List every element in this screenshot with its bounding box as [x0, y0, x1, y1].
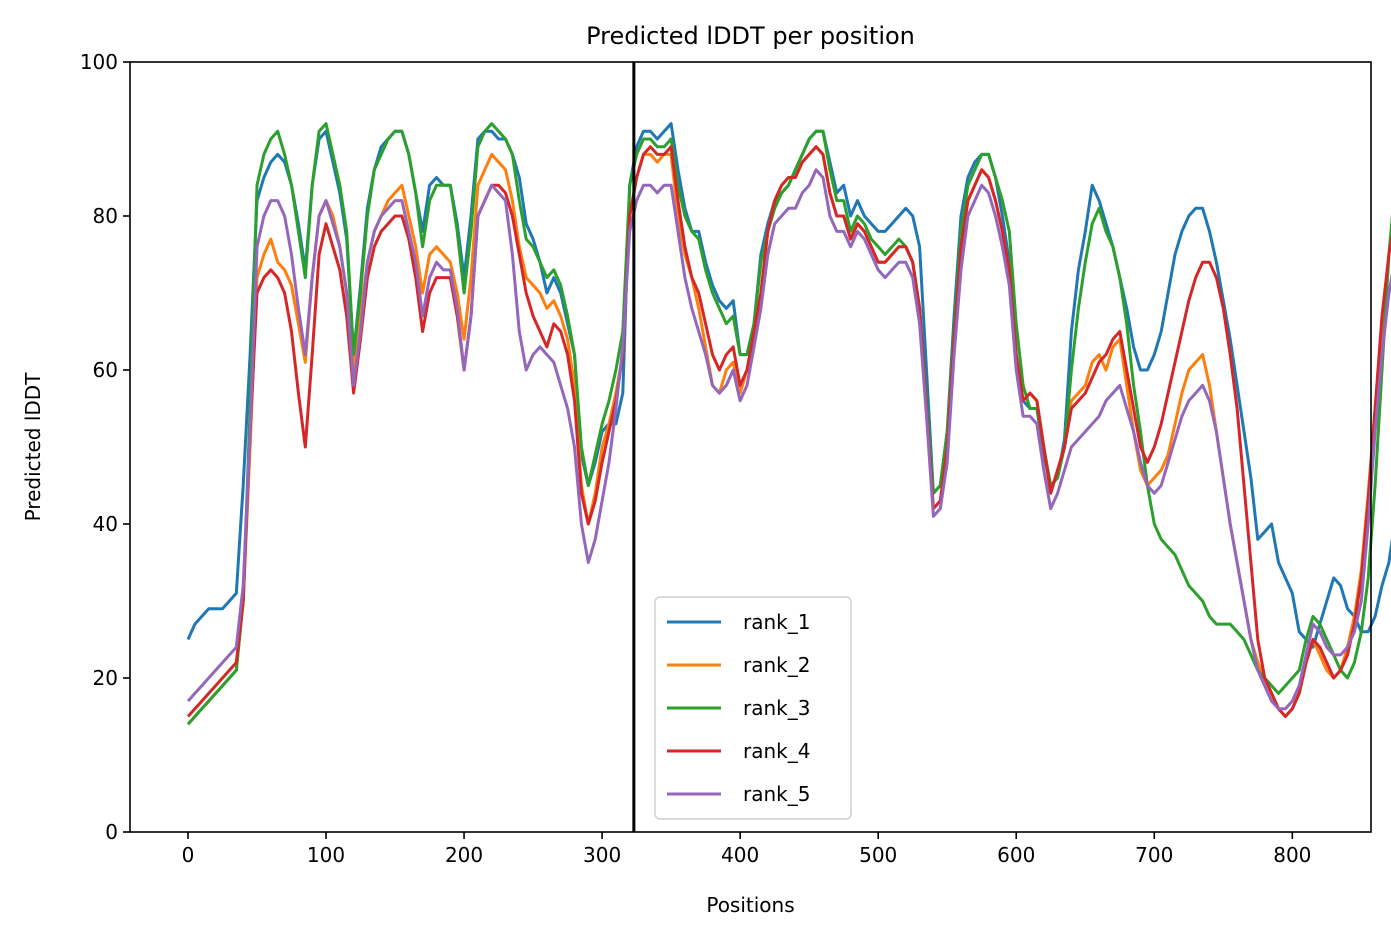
x-tick-label: 400	[721, 843, 759, 867]
y-tick-label: 20	[93, 666, 118, 690]
x-tick-label: 100	[307, 843, 345, 867]
legend-label-rank-4: rank_4	[743, 739, 810, 763]
y-tick-label: 60	[93, 358, 118, 382]
plot-area	[186, 62, 1391, 832]
y-tick-label: 100	[80, 50, 118, 74]
legend-box	[654, 596, 852, 820]
series-line-rank-5	[186, 168, 1391, 711]
x-tick-label: 0	[182, 843, 195, 867]
legend-label-rank-5: rank_5	[743, 782, 810, 806]
x-tick-label: 700	[1135, 843, 1173, 867]
y-tick-label: 40	[93, 512, 118, 536]
y-axis-ticks: 0 20 40 60 80 100	[80, 50, 130, 844]
x-axis-label: Positions	[706, 893, 794, 917]
legend: rank_1 rank_2 rank_3 rank_4 rank_5	[654, 596, 852, 820]
x-tick-label: 300	[583, 843, 621, 867]
x-tick-label: 200	[445, 843, 483, 867]
x-tick-label: 800	[1273, 843, 1311, 867]
y-tick-label: 0	[105, 820, 118, 844]
y-axis-label: Predicted lDDT	[21, 372, 45, 522]
legend-label-rank-1: rank_1	[743, 610, 810, 634]
y-tick-label: 80	[93, 204, 118, 228]
legend-label-rank-2: rank_2	[743, 653, 810, 677]
x-tick-label: 600	[997, 843, 1035, 867]
legend-label-rank-3: rank_3	[743, 696, 810, 720]
series-group	[186, 122, 1391, 726]
axes-frame	[129, 61, 1372, 833]
series-line-rank-3	[186, 122, 1391, 726]
x-tick-label: 500	[859, 843, 897, 867]
chart-title: Predicted lDDT per position	[586, 22, 915, 50]
x-axis-ticks: 0 100 200 300 400 500 600 700 800	[182, 832, 1311, 867]
